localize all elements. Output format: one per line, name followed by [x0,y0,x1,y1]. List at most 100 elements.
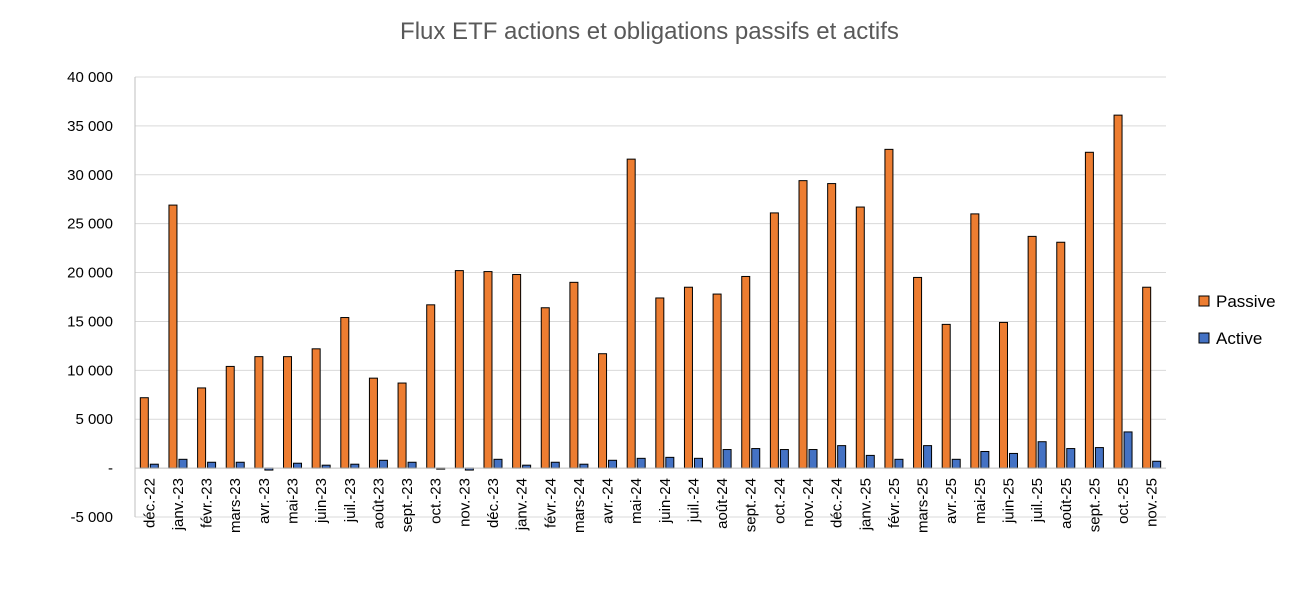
bar-passive-23 [769,212,779,469]
y-tick-label: - [108,460,113,477]
x-tick-label: août-23 [370,478,387,529]
bar-passive-18 [626,158,636,469]
bar-passive-1 [139,397,149,469]
y-tick-label: 15 000 [67,313,113,330]
x-tick-label: oct.-24 [771,478,788,524]
bar-passive-20 [683,286,693,469]
bar-passive-7 [311,348,321,469]
x-tick-label: nov.-23 [456,478,473,527]
bar-passive-36 [1142,286,1152,469]
x-tick-label: juin-23 [313,478,330,524]
x-tick-label: mai-23 [285,478,302,524]
bar-active-33 [1066,448,1076,469]
x-tick-label: déc.-23 [485,478,502,528]
x-tick-label: avr.-23 [256,478,273,524]
x-tick-label: juin-25 [1000,478,1017,524]
bar-passive-34 [1084,151,1094,469]
y-tick-label: 40 000 [67,69,113,86]
bar-passive-6 [283,356,293,469]
x-tick-label: juil.-25 [1029,478,1046,523]
bar-active-22 [751,448,761,469]
bar-active-32 [1037,441,1047,469]
bar-passive-15 [540,307,550,469]
bar-active-10 [407,461,417,469]
x-tick-label: sept.-23 [399,478,416,532]
bar-active-23 [779,449,789,469]
bar-passive-29 [941,323,951,469]
x-tick-label: nov.-25 [1144,478,1161,527]
bar-passive-16 [569,281,579,469]
x-tick-label: août-24 [714,478,731,529]
x-tick-label: déc.-22 [141,478,158,528]
bar-passive-19 [655,297,665,469]
bar-passive-2 [168,204,178,469]
bar-passive-17 [598,353,608,469]
bar-active-16 [579,463,589,469]
x-tick-label: juin-24 [657,478,674,524]
bar-passive-3 [197,387,207,469]
x-tick-label: nov.-24 [800,478,817,527]
x-tick-label: févr.-25 [886,478,903,528]
x-tick-label: avr.-25 [943,478,960,524]
x-tick-label: mai-25 [972,478,989,524]
bar-passive-21 [712,293,722,469]
x-tick-label: oct.-23 [428,478,445,524]
bar-active-35 [1123,431,1133,469]
bar-active-19 [665,456,675,469]
bar-passive-30 [970,213,980,469]
bar-passive-5 [254,356,264,469]
bar-active-27 [894,458,904,469]
bar-passive-8 [340,317,350,469]
bar-active-26 [865,454,875,469]
bar-passive-32 [1027,235,1037,469]
legend-label-passive: Passive [1216,292,1276,311]
bar-passive-24 [798,180,808,469]
bar-active-18 [636,457,646,469]
bar-active-2 [178,458,188,469]
x-tick-label: déc.-24 [829,478,846,528]
bar-passive-33 [1056,241,1066,469]
bar-passive-25 [827,183,837,469]
x-tick-label: mars-24 [571,478,588,533]
bar-active-28 [923,445,933,469]
bar-active-9 [378,459,388,469]
bar-passive-26 [855,206,865,469]
x-tick-label: août-25 [1058,478,1075,529]
bar-active-17 [608,459,618,469]
bar-passive-13 [483,271,493,469]
y-tick-label: 30 000 [67,167,113,184]
bar-passive-35 [1113,114,1123,469]
bar-active-4 [235,461,245,469]
x-tick-label: avr.-24 [600,478,617,524]
x-tick-label: janv.-24 [514,478,531,531]
y-tick-label: 5 000 [75,411,113,428]
y-tick-label: 25 000 [67,216,113,233]
x-tick-label: janv.-23 [170,478,187,531]
bar-passive-27 [884,148,894,469]
bar-passive-4 [225,365,235,469]
bar-passive-9 [368,377,378,469]
y-tick-label: 20 000 [67,265,113,282]
bar-active-30 [980,450,990,469]
bar-passive-14 [512,274,522,469]
bar-active-25 [837,445,847,469]
x-tick-label: mars-23 [227,478,244,533]
x-tick-label: sept.-25 [1086,478,1103,532]
x-tick-label: juil.-24 [685,478,702,523]
chart-title: Flux ETF actions et obligations passifs … [400,18,899,45]
x-tick-label: févr.-23 [199,478,216,528]
bar-passive-12 [454,270,464,469]
x-tick-label: mars-25 [915,478,932,533]
bar-passive-31 [998,321,1008,469]
x-tick-label: oct.-25 [1115,478,1132,524]
bar-active-15 [550,461,560,469]
y-tick-label: 10 000 [67,362,113,379]
legend-label-active: Active [1216,329,1262,348]
y-tick-label: -5 000 [70,509,113,526]
x-tick-label: juil.-23 [342,478,359,523]
x-tick-label: janv.-25 [857,478,874,531]
bar-active-20 [693,457,703,469]
bar-active-24 [808,449,818,469]
x-tick-label: mai-24 [628,478,645,524]
